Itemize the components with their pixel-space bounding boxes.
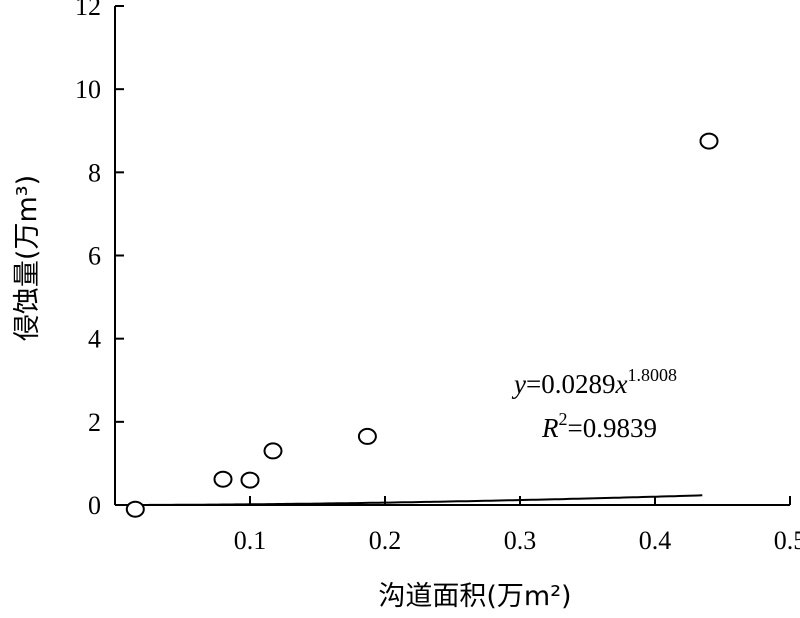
fit-curve [148, 494, 703, 506]
y-tick-label: 0 [88, 491, 101, 520]
y-tick-label: 6 [88, 242, 101, 271]
data-point [357, 427, 377, 445]
equation-coefficient: =0.0289 [526, 369, 615, 399]
data-point [213, 470, 233, 488]
axis-ticks: 0 2 4 6 8 10 12 0.1 0.2 0.3 0.4 0.5 [75, 0, 800, 555]
r-squared: R2=0.9839 [541, 409, 657, 443]
y-tick-label: 2 [88, 408, 101, 437]
y-tick-label: 8 [88, 158, 101, 187]
x-tick-label: 0.3 [504, 526, 537, 555]
x-axis-title: 沟道面积(万m²) [378, 581, 571, 612]
fit-equation: y=0.0289x1.8008 [511, 365, 677, 399]
x-tick-label: 0.1 [234, 526, 267, 555]
y-tick-label: 4 [88, 325, 101, 354]
r-squared-value: =0.9839 [568, 413, 657, 443]
equation-y-symbol: y [511, 369, 526, 399]
data-point [699, 132, 719, 150]
equation-exponent: 1.8008 [627, 365, 677, 385]
data-point [125, 500, 145, 518]
r-symbol: R [541, 413, 559, 443]
data-point [263, 442, 283, 460]
fit-curve-layer [148, 494, 703, 506]
x-tick-label: 0.2 [369, 526, 402, 555]
y-tick-label: 12 [75, 0, 101, 21]
x-tick-label: 0.4 [639, 526, 672, 555]
y-tick-label: 10 [75, 75, 101, 104]
equation-x-symbol: x [614, 369, 627, 399]
r-superscript: 2 [559, 409, 568, 429]
y-axis-title: 侵蚀量(万m³) [12, 175, 43, 341]
data-point [240, 471, 260, 489]
axes [114, 6, 790, 506]
data-points [125, 132, 719, 518]
x-tick-label: 0.5 [774, 526, 800, 555]
